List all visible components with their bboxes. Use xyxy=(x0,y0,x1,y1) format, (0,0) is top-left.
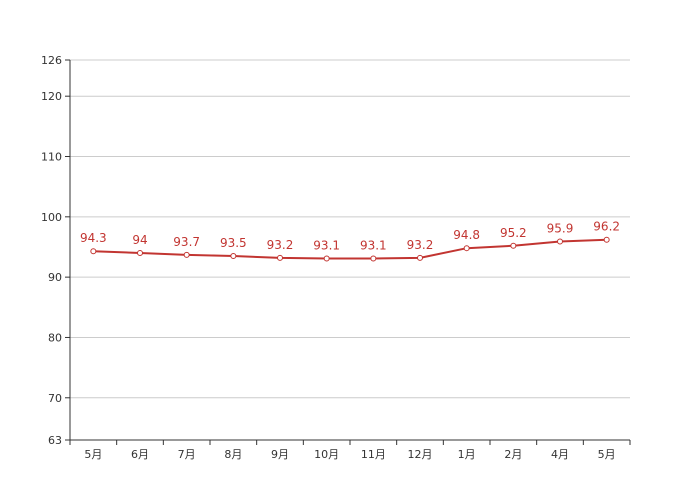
data-label: 93.7 xyxy=(173,235,200,249)
x-tick-label: 4月 xyxy=(551,448,569,461)
x-tick-label: 12月 xyxy=(408,448,433,461)
x-tick-label: 5月 xyxy=(84,448,102,461)
x-tick-label: 9月 xyxy=(271,448,289,461)
y-tick-label: 90 xyxy=(48,271,62,284)
data-label: 94.8 xyxy=(453,228,480,242)
data-point[interactable] xyxy=(370,255,377,262)
data-point[interactable] xyxy=(323,255,330,262)
data-label-layer: 94.3 94 93.7 93.5 93.2 93.1 93.1 93.2 94.8 95.2 95… xyxy=(80,220,620,253)
x-tick-label: 10月 xyxy=(314,448,339,461)
data-label: 93.2 xyxy=(407,238,434,252)
axis-layer xyxy=(69,60,630,441)
grid-layer xyxy=(70,59,630,399)
series-layer xyxy=(90,236,610,262)
data-label: 93.1 xyxy=(313,238,340,252)
data-point[interactable] xyxy=(510,242,517,249)
data-point[interactable] xyxy=(230,253,237,260)
data-label: 94 xyxy=(132,233,147,247)
data-point[interactable] xyxy=(603,236,610,243)
x-tick-label: 2月 xyxy=(504,448,522,461)
x-tick-label: 8月 xyxy=(224,448,242,461)
data-point[interactable] xyxy=(183,251,190,258)
y-tick-layer: 63 70 80 90 100 110 120 126 xyxy=(41,54,70,447)
x-tick-layer: 5月 6月 7月 8月 9月 10月 11月 12月 1月 2月 4月 5月 xyxy=(69,440,631,461)
y-tick-label: 80 xyxy=(48,331,62,344)
data-label: 93.2 xyxy=(267,238,294,252)
data-label: 93.5 xyxy=(220,236,247,250)
data-point[interactable] xyxy=(463,245,470,252)
x-tick-label: 7月 xyxy=(178,448,196,461)
data-point[interactable] xyxy=(277,254,283,261)
data-label: 93.1 xyxy=(360,238,387,252)
data-point[interactable] xyxy=(137,250,143,257)
x-tick-label: 5月 xyxy=(598,448,616,461)
y-tick-label: 70 xyxy=(48,392,62,405)
data-point[interactable] xyxy=(90,248,97,255)
y-tick-label: 100 xyxy=(41,211,62,224)
data-point[interactable] xyxy=(417,254,423,261)
x-tick-label: 11月 xyxy=(361,448,386,461)
data-label: 95.9 xyxy=(547,222,574,236)
y-tick-label: 110 xyxy=(41,151,62,164)
y-tick-label: 63 xyxy=(48,434,62,447)
data-point[interactable] xyxy=(557,238,563,245)
x-tick-label: 1月 xyxy=(458,448,476,461)
y-tick-label: 126 xyxy=(41,54,62,67)
x-tick-label: 6月 xyxy=(131,448,149,461)
data-label: 95.2 xyxy=(500,226,527,240)
y-tick-label: 120 xyxy=(41,90,62,103)
series-line xyxy=(93,238,607,260)
data-label: 96.2 xyxy=(593,220,620,234)
data-label: 94.3 xyxy=(80,231,107,245)
